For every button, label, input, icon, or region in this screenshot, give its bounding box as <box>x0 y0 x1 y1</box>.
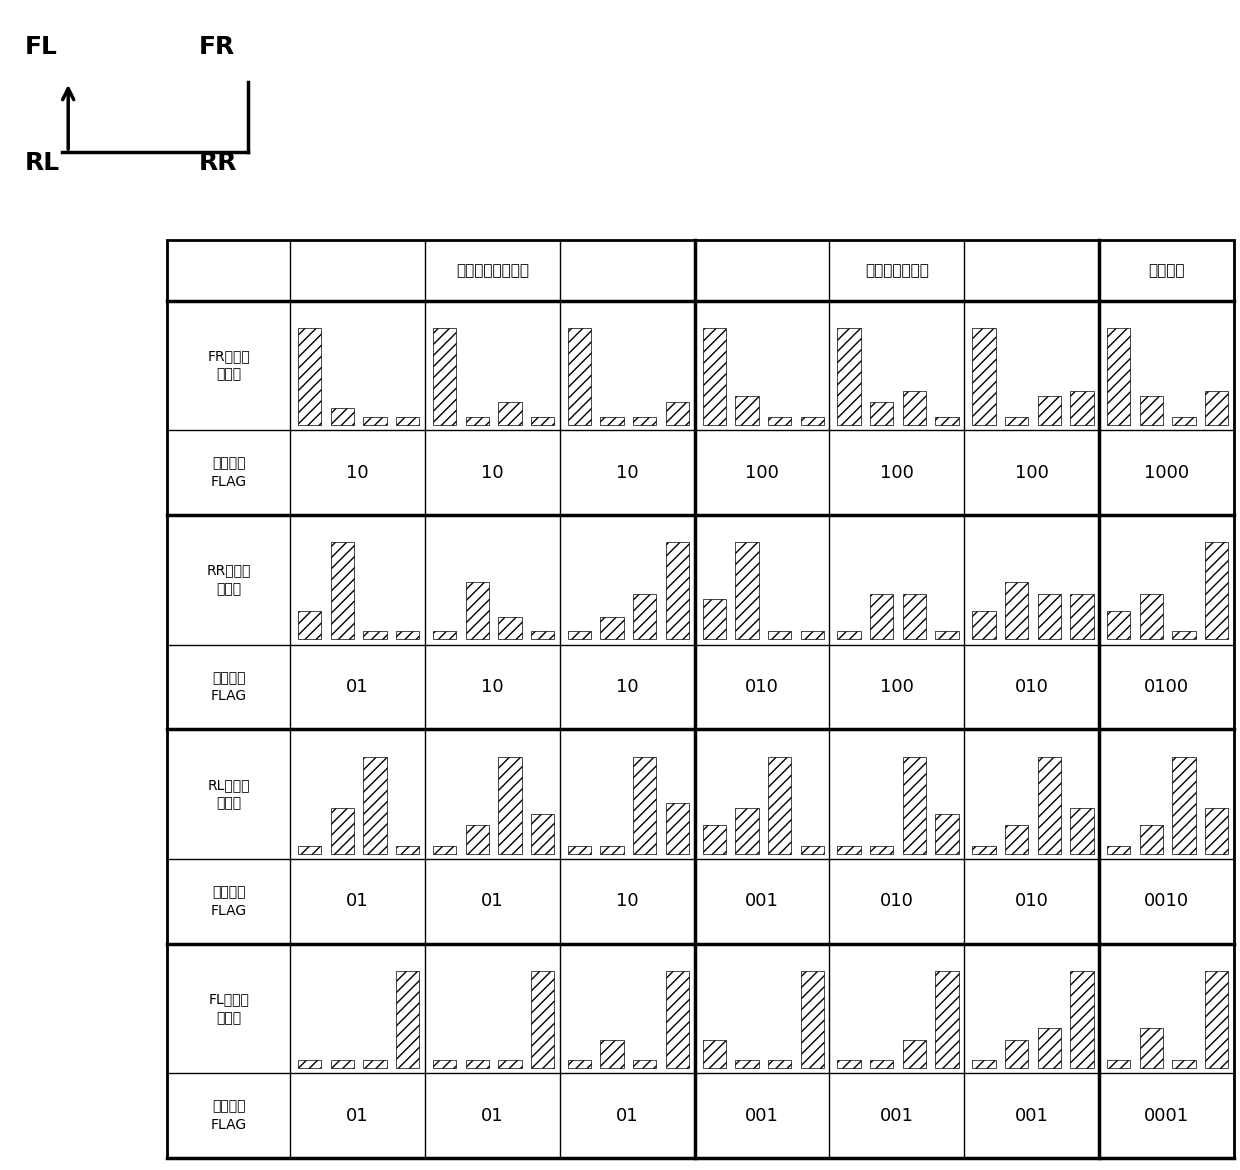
Text: 1000: 1000 <box>1143 463 1189 482</box>
Text: 10: 10 <box>616 463 639 482</box>
Text: 10: 10 <box>346 463 368 482</box>
Text: 010: 010 <box>880 893 914 910</box>
Text: RR: RR <box>198 151 237 176</box>
Text: 100: 100 <box>745 463 779 482</box>
Text: 100: 100 <box>1014 463 1049 482</box>
Text: 01: 01 <box>346 677 368 696</box>
Text: 001: 001 <box>880 1107 914 1124</box>
Text: RL: RL <box>25 151 60 176</box>
Text: 10: 10 <box>616 677 639 696</box>
Text: 10: 10 <box>616 893 639 910</box>
Text: 100: 100 <box>880 677 914 696</box>
Text: 接收顺序
FLAG: 接收顺序 FLAG <box>211 1100 247 1133</box>
Text: 0010: 0010 <box>1143 893 1189 910</box>
Text: 01: 01 <box>616 1107 639 1124</box>
Text: 接收顺序
FLAG: 接收顺序 FLAG <box>211 456 247 489</box>
Text: 01: 01 <box>481 1107 503 1124</box>
Text: 100: 100 <box>880 463 914 482</box>
Text: 0100: 0100 <box>1143 677 1189 696</box>
Text: FR轮胎内
接收部: FR轮胎内 接收部 <box>207 349 250 381</box>
Text: FR: FR <box>198 35 234 60</box>
Text: 010: 010 <box>1014 677 1049 696</box>
Text: 001: 001 <box>745 1107 779 1124</box>
Text: 01: 01 <box>346 893 368 910</box>
Text: 仅能够接收２个时: 仅能够接收２个时 <box>456 263 528 277</box>
Text: RR轮胎内
接收部: RR轮胎内 接收部 <box>207 564 250 596</box>
Text: 001: 001 <box>1014 1107 1049 1124</box>
Text: 10: 10 <box>481 463 503 482</box>
Text: 全部接收: 全部接收 <box>1148 263 1184 277</box>
Text: 01: 01 <box>346 1107 368 1124</box>
Text: 接收顺序
FLAG: 接收顺序 FLAG <box>211 886 247 917</box>
Text: 010: 010 <box>1014 893 1049 910</box>
Text: RL轮胎内
接收部: RL轮胎内 接收部 <box>207 778 250 811</box>
Text: 010: 010 <box>745 677 779 696</box>
Text: 能够接收３个时: 能够接收３个时 <box>864 263 929 277</box>
Text: 01: 01 <box>481 893 503 910</box>
Text: 001: 001 <box>745 893 779 910</box>
Text: 10: 10 <box>481 677 503 696</box>
Text: FL: FL <box>25 35 58 60</box>
Text: 接收顺序
FLAG: 接收顺序 FLAG <box>211 670 247 703</box>
Text: 0001: 0001 <box>1143 1107 1189 1124</box>
Text: FL轮胎内
接收部: FL轮胎内 接收部 <box>208 992 249 1025</box>
